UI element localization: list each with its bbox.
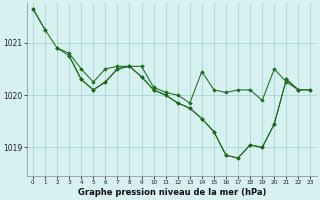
X-axis label: Graphe pression niveau de la mer (hPa): Graphe pression niveau de la mer (hPa) bbox=[77, 188, 266, 197]
